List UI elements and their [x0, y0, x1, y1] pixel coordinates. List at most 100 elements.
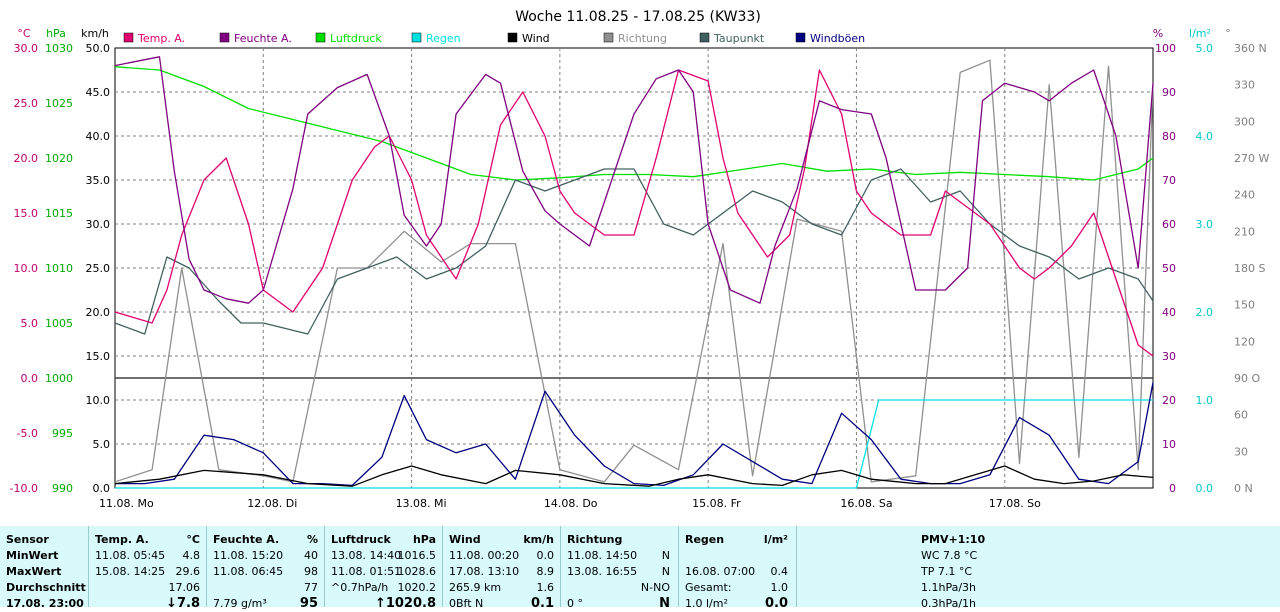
wind-avg-value: 1.6 [536, 581, 555, 594]
direction-tick-label: 180 S [1234, 262, 1265, 275]
temp-unit-label: °C [17, 27, 31, 40]
x-tick-label: 16.08. Sa [840, 497, 892, 510]
direction-max-time: 13.08. 16:55 [567, 565, 638, 578]
humidity-header: Feuchte A. [213, 533, 280, 546]
humidity-column: Feuchte A. % 11.08. 15:20 40 11.08. 06:4… [206, 526, 324, 611]
direction-tick-label: 330 [1234, 79, 1255, 92]
sensor-header: Sensor [6, 533, 49, 546]
series-regen [115, 399, 1153, 489]
temp-tick-label: 5.0 [21, 317, 39, 330]
direction-tick-label: 0 N [1234, 482, 1253, 495]
humidity-max-time: 11.08. 06:45 [213, 565, 284, 578]
direction-tick-label: 150 [1234, 299, 1255, 312]
humidity-tick-label: 100 [1155, 42, 1176, 55]
x-tick-label: 14.08. Do [544, 497, 598, 510]
rain-max-value: 0.4 [770, 565, 789, 578]
wind-tick-label: 45.0 [86, 86, 111, 99]
wind-tick-label: 50.0 [86, 42, 111, 55]
series-feuchte-a [114, 56, 1154, 304]
temp-header: Temp. A. [95, 533, 149, 546]
humidity-max-value: 98 [304, 565, 318, 578]
row-label-avg: Durchschnitt [6, 581, 86, 594]
humidity-tick-label: 10 [1162, 438, 1176, 451]
direction-tick-label: 90 O [1234, 372, 1260, 385]
humidity-avg-value: 77 [304, 581, 318, 594]
legend-label: Richtung [618, 32, 667, 45]
legend-label: Temp. A. [137, 32, 185, 45]
legend-label: Taupunkt [713, 32, 765, 45]
direction-unit-label: ° [1225, 27, 1231, 40]
temp-max-value: 29.6 [175, 565, 201, 578]
direction-tick-label: 30 [1234, 445, 1248, 458]
pressure-tick-label: 1005 [45, 317, 73, 330]
wind-tick-label: 30.0 [86, 218, 111, 231]
legend: Temp. A. Feuchte A. Luftdruck Regen Wind Rich… [123, 32, 865, 45]
humidity-tick-label: 70 [1162, 174, 1176, 187]
rain-total-label: Gesamt: [685, 581, 732, 594]
humidity-tick-label: 20 [1162, 394, 1176, 407]
wind-max-time: 17.08. 13:10 [449, 565, 520, 578]
pressure-tick-label: 1020 [45, 152, 73, 165]
temp-tick-label: 20.0 [14, 152, 39, 165]
wind-tick-label: 10.0 [86, 394, 111, 407]
humidity-current-label: 7.79 g/m³ [213, 597, 267, 610]
legend-label: Windböen [810, 32, 865, 45]
pressure-tick-label: 1015 [45, 207, 73, 220]
rain-column: Regen l/m² 16.08. 07:00 0.4 Gesamt: 1.0 … [678, 526, 796, 611]
direction-tick-label: 240 [1234, 189, 1255, 202]
pressure-column: Luftdruck hPa 13.08. 14:40 1016.5 11.08.… [324, 526, 442, 611]
legend-label: Feuchte A. [234, 32, 292, 45]
direction-tick-label: 120 [1234, 335, 1255, 348]
pressure-tick-label: 995 [52, 427, 73, 440]
x-tick-label: 12.08. Di [247, 497, 297, 510]
direction-tick-label: 300 [1234, 115, 1255, 128]
wind-unit-label: km/h [81, 27, 109, 40]
pressure-trend: ^0.7hPa/h [331, 581, 389, 594]
wind-current-value: 0.1 [530, 596, 554, 611]
temp-tick-label: 0.0 [21, 372, 39, 385]
direction-tick-label: 360 N [1234, 42, 1267, 55]
direction-current-label: 0 ° [567, 597, 583, 610]
wind-tick-label: 15.0 [86, 350, 111, 363]
pressure-tick-label: 990 [52, 482, 73, 495]
rain-tick-label: 5.0 [1196, 42, 1214, 55]
direction-avg-value: N-NO [640, 581, 670, 594]
series-luftdruck [114, 66, 1154, 181]
chart-title: Woche 11.08.25 - 17.08.25 (KW33) [515, 9, 761, 25]
humidity-tick-label: 40 [1162, 306, 1176, 319]
humidity-unit: % [306, 533, 318, 546]
wind-tick-label: 25.0 [86, 262, 111, 275]
temp-unit: °C [186, 533, 200, 546]
temp-min-value: 4.8 [182, 549, 201, 562]
humidity-tick-label: 30 [1162, 350, 1176, 363]
direction-min-time: 11.08. 14:50 [567, 549, 638, 562]
wind-header: Wind [449, 533, 481, 546]
direction-max-value: N [661, 565, 670, 578]
wind-current-label: 0Bft N [449, 597, 484, 610]
humidity-min-time: 11.08. 15:20 [213, 549, 284, 562]
direction-current-value: N [659, 596, 670, 611]
temp-column: Temp. A. °C 11.08. 05:45 4.8 15.08. 14:2… [88, 526, 206, 611]
rain-current-label: 1.0 l/m² [685, 597, 728, 610]
rain-tick-label: 2.0 [1196, 306, 1214, 319]
temp-tick-label: 15.0 [14, 207, 39, 220]
series-lines [114, 56, 1154, 489]
humidity-min-value: 40 [304, 549, 318, 562]
direction-tick-label: 210 [1234, 225, 1255, 238]
pressure-tick-label: 1025 [45, 97, 73, 110]
wind-max-value: 8.9 [536, 565, 555, 578]
pressure-header: Luftdruck [331, 533, 391, 546]
pressure-current-value: ↑1020.8 [374, 596, 436, 611]
humidity-tick-label: 90 [1162, 86, 1176, 99]
pressure-tick-label: 1030 [45, 42, 73, 55]
direction-column: Richtung 11.08. 14:50 N 13.08. 16:55 N N… [560, 526, 678, 611]
pmv-column: PMV+1:10 WC 7.8 °C TP 7.1 °C 1.1hPa/3h 0… [796, 526, 1280, 610]
wind-tick-label: 20.0 [86, 306, 111, 319]
series-wind [114, 465, 1154, 487]
humidity-current-value: 95 [299, 596, 318, 611]
weather-chart: Woche 11.08.25 - 17.08.25 (KW33) °C hPa km… [10, 9, 1270, 510]
direction-tick-label: 60 [1234, 409, 1248, 422]
legend-label: Luftdruck [330, 32, 382, 45]
rain-unit: l/m² [763, 533, 788, 546]
summary-table: Sensor MinWert MaxWert Durchschnitt 17.0… [0, 526, 1280, 611]
